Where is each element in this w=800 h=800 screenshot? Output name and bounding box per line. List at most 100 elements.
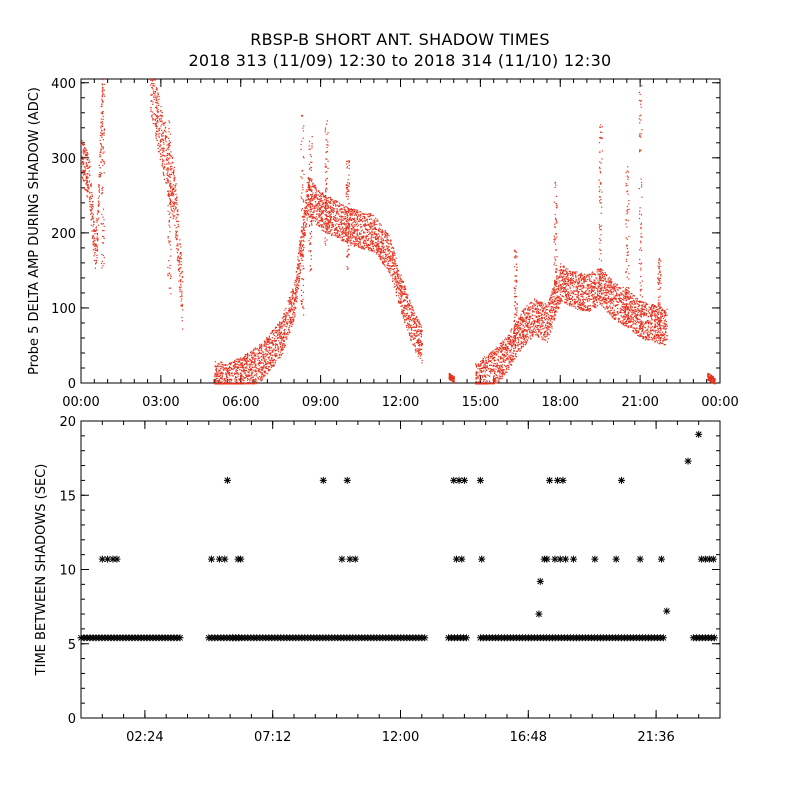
amp-point xyxy=(303,226,305,229)
amp-point xyxy=(481,360,483,362)
amp-point xyxy=(156,139,158,142)
amp-point xyxy=(377,237,379,239)
amp-point xyxy=(327,215,329,217)
amp-point xyxy=(352,210,354,212)
amp-point xyxy=(291,308,293,310)
amp-point xyxy=(309,216,311,218)
amp-point xyxy=(177,235,179,237)
amp-point xyxy=(95,230,97,232)
amp-point xyxy=(383,249,385,251)
amp-point xyxy=(305,191,307,193)
amp-point xyxy=(328,223,330,225)
amp-point xyxy=(172,195,174,197)
amp-point xyxy=(510,363,512,365)
amp-point xyxy=(278,357,280,359)
amp-point xyxy=(264,342,266,344)
amp-point xyxy=(312,220,314,222)
amp-point xyxy=(253,353,255,355)
amp-point xyxy=(420,335,422,337)
amp-point xyxy=(180,252,182,254)
amp-point xyxy=(164,136,166,138)
amp-point xyxy=(479,363,481,365)
amp-point xyxy=(155,88,157,91)
amp-point xyxy=(356,209,358,211)
amp-point xyxy=(239,382,241,384)
amp-point xyxy=(246,360,248,362)
amp-point xyxy=(307,199,309,201)
amp-point xyxy=(216,367,218,370)
amp-point xyxy=(382,239,384,241)
amp-point xyxy=(377,240,379,242)
amp-point xyxy=(495,374,497,376)
amp-point xyxy=(307,194,309,197)
amp-point xyxy=(88,188,90,190)
amp-point xyxy=(420,341,422,343)
amp-point xyxy=(224,367,226,369)
amp-point xyxy=(86,173,88,175)
amp-point xyxy=(379,250,381,252)
amp-point xyxy=(250,359,252,361)
amp-point xyxy=(384,253,386,255)
amp-point xyxy=(180,246,182,248)
amp-point xyxy=(363,232,365,234)
amp-point xyxy=(94,230,96,233)
amp-point xyxy=(502,372,504,374)
amp-point xyxy=(520,315,522,317)
amp-point xyxy=(101,83,103,85)
amp-point xyxy=(97,197,99,199)
amp-point xyxy=(267,369,270,371)
amp-point xyxy=(264,375,266,377)
amp-point xyxy=(90,184,92,187)
amp-point xyxy=(492,354,494,356)
amp-point xyxy=(481,375,483,377)
amp-point xyxy=(502,357,504,360)
amp-point xyxy=(99,171,101,173)
amp-point xyxy=(261,375,263,378)
amp-point xyxy=(228,374,230,376)
amp-point xyxy=(401,304,403,306)
amp-point xyxy=(167,181,169,183)
amp-point xyxy=(504,348,506,351)
amp-point xyxy=(490,370,492,372)
amp-point xyxy=(243,360,245,362)
amp-point xyxy=(411,335,413,337)
amp-point xyxy=(170,192,172,194)
amp-point xyxy=(345,224,347,226)
amp-point xyxy=(380,256,383,258)
amp-point xyxy=(295,278,297,280)
amp-point xyxy=(271,354,273,356)
amp-point xyxy=(233,383,235,385)
amp-point xyxy=(344,216,346,218)
amp-point xyxy=(376,247,378,249)
amp-point xyxy=(497,348,499,350)
amp-point xyxy=(405,319,407,321)
amp-point xyxy=(387,250,389,252)
amp-point xyxy=(85,179,87,181)
amp-point xyxy=(485,368,487,370)
amp-point xyxy=(502,342,504,344)
amp-point xyxy=(362,217,364,219)
amp-point xyxy=(511,364,513,366)
amp-point xyxy=(181,294,183,296)
amp-point xyxy=(357,229,360,231)
amp-point xyxy=(398,292,400,294)
amp-point xyxy=(344,232,346,234)
amp-point xyxy=(316,203,319,205)
amp-point xyxy=(501,372,504,374)
amp-point xyxy=(419,344,421,346)
amp-point xyxy=(279,335,281,337)
amp-point xyxy=(162,158,164,160)
amp-point xyxy=(293,309,295,311)
amp-point xyxy=(370,242,372,244)
amp-point xyxy=(214,365,216,367)
amp-point xyxy=(324,198,326,201)
amp-point xyxy=(260,380,262,382)
amp-point xyxy=(154,119,156,121)
amp-point xyxy=(260,352,262,354)
amp-point xyxy=(292,296,294,298)
amp-point xyxy=(268,335,271,337)
amp-point xyxy=(237,367,240,369)
amp-point xyxy=(83,187,85,189)
amp-point xyxy=(317,198,319,200)
amp-point xyxy=(180,264,182,266)
